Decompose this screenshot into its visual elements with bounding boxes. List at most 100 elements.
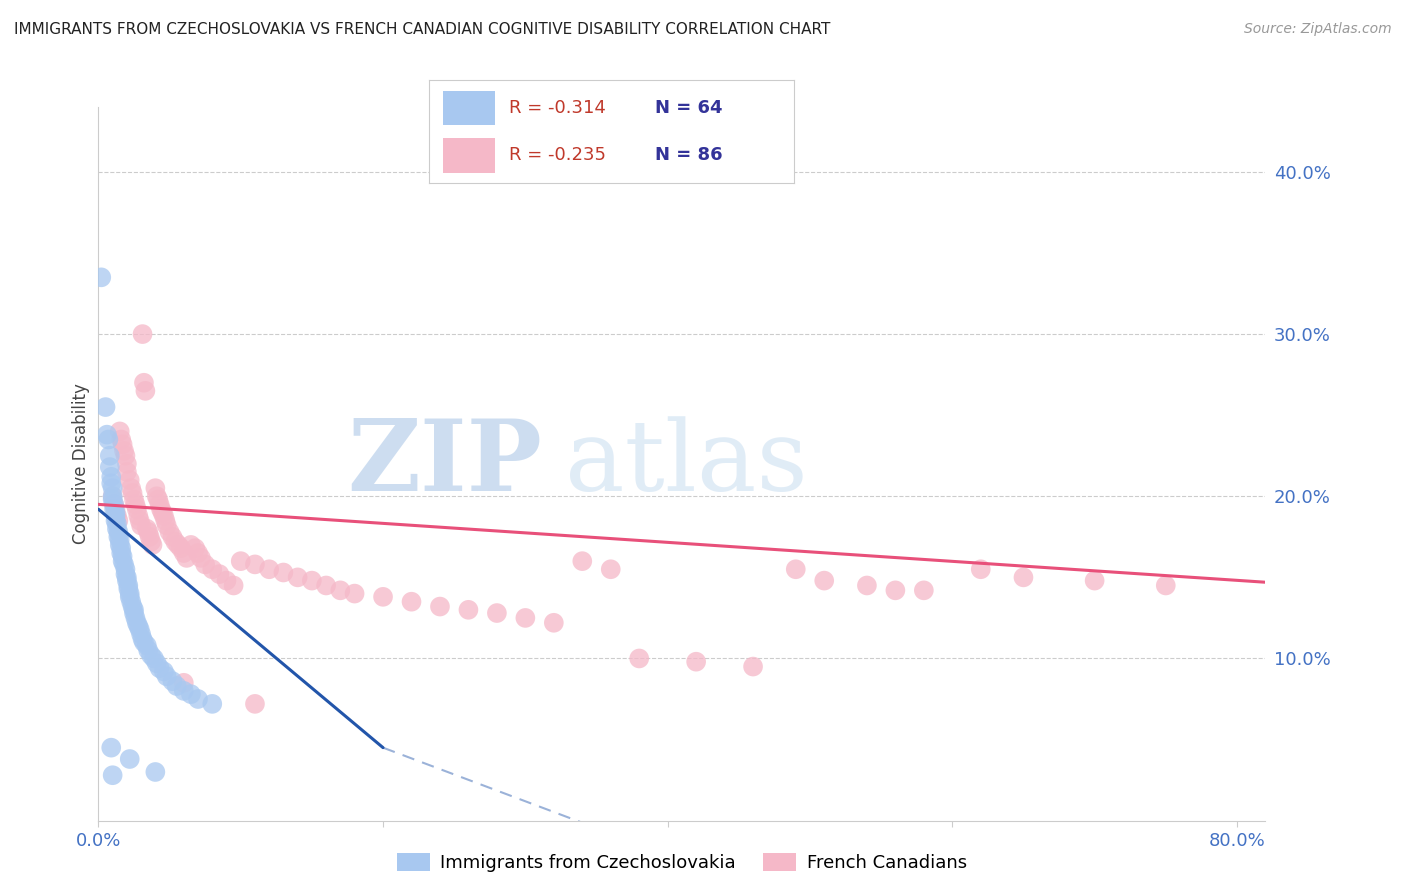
Point <box>149 661 172 675</box>
Point <box>1084 574 1107 588</box>
Point <box>343 586 366 600</box>
Point <box>125 502 148 516</box>
Point <box>143 764 166 779</box>
Point <box>103 497 125 511</box>
Point <box>180 687 202 701</box>
Point <box>742 659 765 673</box>
Point <box>115 465 138 479</box>
Point <box>94 400 117 414</box>
Legend: Immigrants from Czechoslovakia, French Canadians: Immigrants from Czechoslovakia, French C… <box>389 846 974 880</box>
Point <box>201 697 224 711</box>
Point <box>107 530 129 544</box>
Point <box>222 578 245 592</box>
Point <box>98 460 121 475</box>
Point <box>173 675 195 690</box>
Text: atlas: atlas <box>565 416 808 512</box>
Point <box>155 514 177 528</box>
Point <box>515 611 537 625</box>
Point <box>121 486 143 500</box>
Point <box>856 578 879 592</box>
Point <box>111 549 134 564</box>
Point <box>156 669 179 683</box>
Point <box>194 558 217 572</box>
Text: IMMIGRANTS FROM CZECHOSLOVAKIA VS FRENCH CANADIAN COGNITIVE DISABILITY CORRELATI: IMMIGRANTS FROM CZECHOSLOVAKIA VS FRENCH… <box>14 22 831 37</box>
Point <box>187 546 209 560</box>
Point <box>118 586 141 600</box>
Point <box>110 541 132 556</box>
Point <box>173 684 195 698</box>
Point <box>1012 570 1035 584</box>
Point <box>132 635 155 649</box>
Point <box>148 492 170 507</box>
Point <box>229 554 252 568</box>
Point <box>912 583 935 598</box>
Point <box>114 449 136 463</box>
Text: R = -0.314: R = -0.314 <box>509 99 606 117</box>
Point <box>120 595 142 609</box>
Point <box>127 508 149 523</box>
Point <box>153 665 176 679</box>
Point <box>129 518 152 533</box>
Point <box>100 476 122 491</box>
Point <box>135 522 157 536</box>
Point <box>108 533 131 547</box>
Point <box>167 538 190 552</box>
Point <box>599 562 621 576</box>
Point <box>131 632 153 646</box>
Point <box>138 530 160 544</box>
Point <box>173 546 195 560</box>
Point <box>141 538 163 552</box>
Point <box>150 502 173 516</box>
Point <box>785 562 807 576</box>
Point <box>118 473 141 487</box>
Point <box>190 550 212 565</box>
Point <box>543 615 565 630</box>
Point <box>122 603 145 617</box>
Point <box>143 481 166 495</box>
Point <box>201 562 224 576</box>
Point <box>104 514 127 528</box>
Bar <box>443 91 495 126</box>
Point <box>104 502 127 516</box>
Point <box>115 570 138 584</box>
Point <box>485 606 508 620</box>
Point <box>101 489 124 503</box>
Point <box>108 425 131 439</box>
Point <box>117 582 139 596</box>
Point <box>134 384 156 398</box>
Point <box>429 599 451 614</box>
Point <box>115 457 138 471</box>
Point <box>152 506 174 520</box>
Point <box>110 433 132 447</box>
Point <box>121 599 143 614</box>
Point <box>118 590 141 604</box>
Point <box>371 590 394 604</box>
Point <box>1154 578 1177 592</box>
Point <box>107 514 129 528</box>
Point <box>110 546 132 560</box>
Text: ZIP: ZIP <box>347 416 541 512</box>
Point <box>114 567 136 582</box>
Point <box>129 627 152 641</box>
Text: R = -0.235: R = -0.235 <box>509 146 606 164</box>
Point <box>176 550 198 565</box>
Point <box>153 508 176 523</box>
Point <box>329 583 352 598</box>
Point <box>124 611 146 625</box>
Point <box>98 449 121 463</box>
Point <box>457 603 479 617</box>
Bar <box>443 137 495 173</box>
Point <box>107 524 129 539</box>
Point <box>118 752 141 766</box>
Text: Source: ZipAtlas.com: Source: ZipAtlas.com <box>1244 22 1392 37</box>
Point <box>122 492 145 507</box>
Point <box>170 541 193 556</box>
Point <box>131 327 153 342</box>
Point <box>136 524 159 539</box>
Point <box>287 570 309 584</box>
Point <box>111 437 134 451</box>
Point <box>243 558 266 572</box>
Point <box>101 481 124 495</box>
Point <box>112 443 135 458</box>
Point <box>117 578 139 592</box>
